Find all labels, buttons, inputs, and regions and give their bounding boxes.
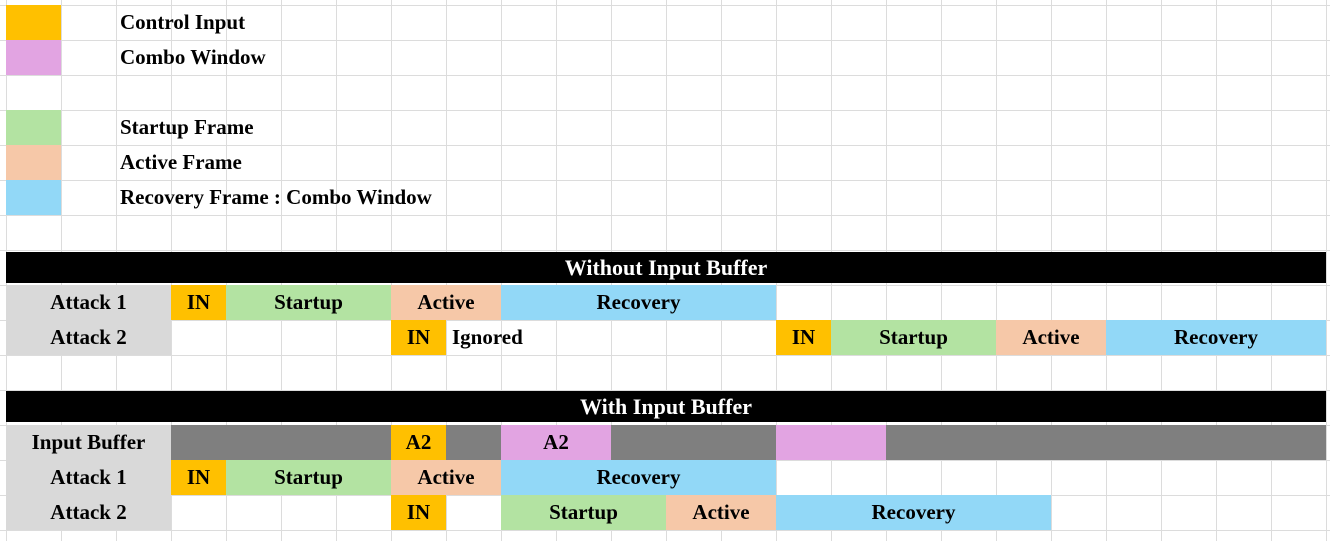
row-label-attack-1: Attack 1 — [6, 285, 171, 320]
segment-startup: Startup — [501, 495, 666, 530]
legend-swatch-active-frame — [6, 145, 61, 180]
section-header: Without Input Buffer — [6, 252, 1326, 283]
segment-ignored: Ignored — [452, 325, 523, 349]
segment-active: Active — [391, 460, 501, 495]
row-label-attack-1: Attack 1 — [6, 460, 171, 495]
segment-in: IN — [171, 285, 226, 320]
segment-violet — [776, 425, 886, 460]
legend-label: Startup Frame — [120, 115, 254, 139]
section-title: Without Input Buffer — [564, 254, 768, 280]
segment-a2: A2 — [391, 425, 446, 460]
segment-recovery: Recovery — [1106, 320, 1326, 355]
segment-recovery: Recovery — [776, 495, 1051, 530]
row-label-input-buffer: Input Buffer — [6, 425, 171, 460]
legend-swatch-control-input — [6, 5, 61, 40]
segment-recovery: Recovery — [501, 460, 776, 495]
segment-startup: Startup — [226, 460, 391, 495]
segment-dark-gray — [886, 425, 1326, 460]
legend-swatch-startup-frame — [6, 110, 61, 145]
segment-in: IN — [391, 320, 446, 355]
legend-swatch-recovery-frame-combo-window — [6, 180, 61, 215]
segment-dark-gray — [611, 425, 776, 460]
segment-startup: Startup — [831, 320, 996, 355]
segment-active: Active — [391, 285, 501, 320]
legend-label: Active Frame — [120, 150, 242, 174]
segment-recovery: Recovery — [501, 285, 776, 320]
row-label-attack-2: Attack 2 — [6, 320, 171, 355]
section-header: With Input Buffer — [6, 391, 1326, 422]
segment-dark-gray — [171, 425, 391, 460]
segment-in: IN — [171, 460, 226, 495]
legend-label: Control Input — [120, 10, 246, 34]
row-label-attack-2: Attack 2 — [6, 495, 171, 530]
segment-dark-gray — [446, 425, 501, 460]
segment-label: A2 — [543, 430, 569, 454]
segment-in: IN — [391, 495, 446, 530]
legend-label: Recovery Frame : Combo Window — [120, 185, 432, 209]
section-title: With Input Buffer — [580, 393, 752, 419]
legend-swatch-combo-window — [6, 40, 61, 75]
segment-active: Active — [996, 320, 1106, 355]
segment-a2: A2 — [501, 425, 611, 460]
legend-label: Combo Window — [120, 45, 266, 69]
segment-in: IN — [776, 320, 831, 355]
segment-startup: Startup — [226, 285, 391, 320]
segment-active: Active — [666, 495, 776, 530]
